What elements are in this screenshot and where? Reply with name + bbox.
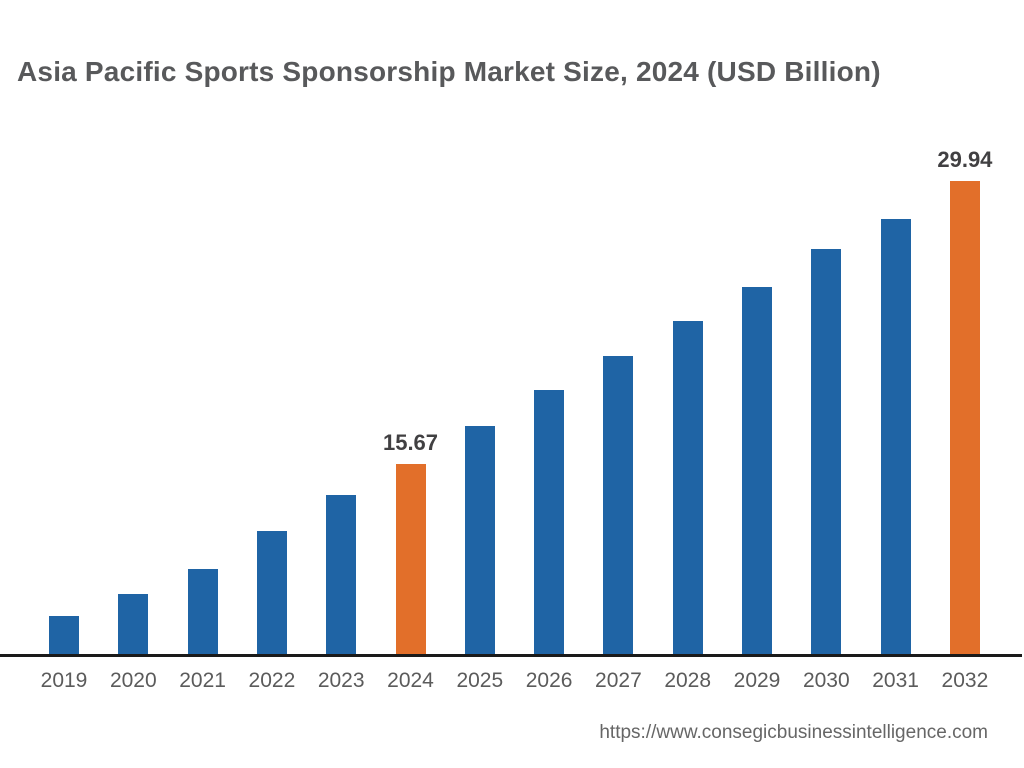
bar-2026 (534, 390, 565, 657)
x-tick-2026: 2026 (525, 669, 573, 692)
x-tick-2028: 2028 (664, 669, 712, 692)
x-tick-2024: 2024 (387, 669, 434, 692)
x-tick-2031: 2031 (872, 669, 919, 692)
bar-2027 (603, 356, 634, 657)
bar-2019 (49, 616, 79, 657)
value-label-2032: 29.94 (937, 147, 993, 172)
chart-title: Asia Pacific Sports Sponsorship Market S… (17, 56, 881, 87)
x-tick-2025: 2025 (456, 669, 504, 692)
bar-2020 (118, 594, 149, 657)
x-tick-2022: 2022 (248, 669, 296, 692)
value-label-2024: 15.67 (382, 430, 439, 455)
x-tick-2030: 2030 (802, 669, 850, 692)
bar-2029 (742, 287, 772, 657)
x-tick-2019: 2019 (40, 669, 88, 692)
source-url: https://www.consegicbusinessintelligence… (599, 722, 988, 743)
bar-2021 (187, 569, 218, 657)
bar-2031 (880, 219, 911, 657)
x-tick-2027: 2027 (595, 669, 642, 692)
bar-2030 (811, 249, 842, 657)
x-tick-2029: 2029 (733, 669, 781, 692)
bar-2022 (256, 531, 287, 657)
x-tick-2020: 2020 (109, 669, 157, 692)
x-tick-2021: 2021 (179, 669, 226, 692)
bar-2023 (326, 495, 357, 657)
bar-2028 (672, 321, 703, 657)
bar-2024 (395, 464, 426, 657)
x-tick-2032: 2032 (941, 669, 989, 692)
x-axis-line (0, 654, 1022, 657)
bar-2025 (464, 426, 495, 657)
x-tick-2023: 2023 (317, 669, 365, 692)
bar-2032 (949, 181, 980, 657)
